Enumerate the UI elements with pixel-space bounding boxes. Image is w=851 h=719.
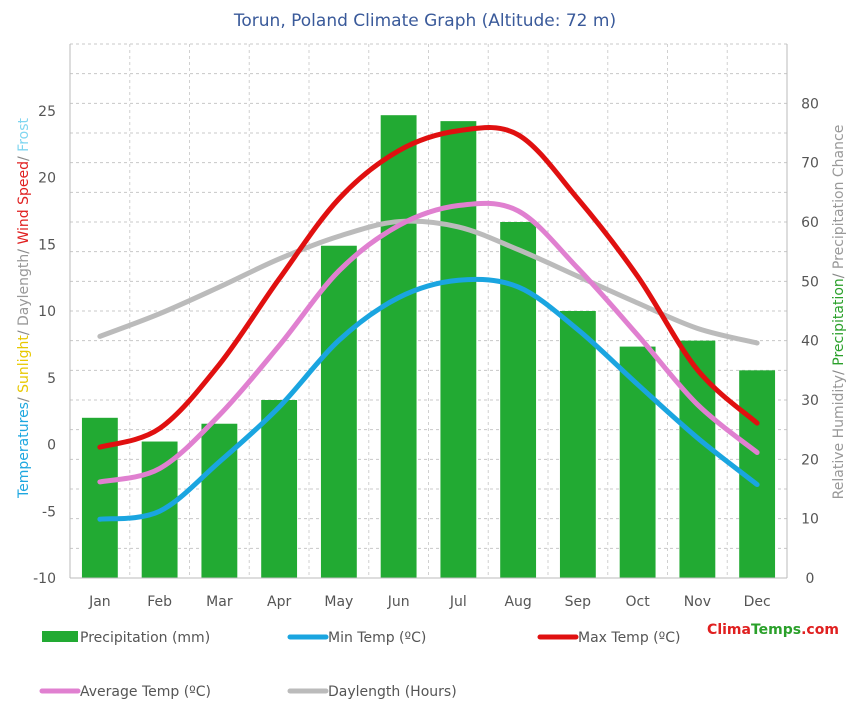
brand-part-clima: Clima	[707, 622, 751, 638]
max-temp-line	[97, 125, 760, 450]
legend-item: Max Temp (ºC)	[537, 630, 680, 646]
right-axis-title: Relative Humidity/ Precipitation/ Precip…	[831, 125, 847, 500]
x-tick-sep: Sep	[565, 594, 592, 610]
axis-title-part: Daylength	[16, 254, 32, 326]
legend-swatch	[42, 631, 78, 642]
left-tick-label: 20	[38, 171, 56, 187]
right-tick-label: 60	[801, 215, 819, 231]
series-lines	[97, 125, 760, 522]
right-tick-label: 10	[801, 512, 819, 528]
precipitation-bar-jul	[440, 121, 477, 578]
axis-title-part: /	[16, 245, 32, 254]
x-tick-mar: Mar	[206, 594, 233, 610]
right-axis-ticks: 0 10 20 30 40 50 60 70 80	[801, 96, 819, 587]
precipitation-bar-may	[320, 245, 357, 578]
x-tick-aug: Aug	[504, 594, 531, 610]
legend-label: Max Temp (ºC)	[578, 630, 680, 646]
brand-part-temps: Temps	[751, 622, 801, 638]
left-tick-label: 0	[47, 438, 56, 454]
left-tick-label: 15	[38, 237, 56, 253]
axis-title-part: Sunlight	[16, 335, 32, 393]
legend-item: Average Temp (ºC)	[39, 684, 211, 700]
right-tick-label: 80	[801, 96, 819, 112]
left-tick-label: 25	[38, 104, 56, 120]
right-tick-label: 0	[806, 571, 815, 587]
axis-title-part: /	[16, 152, 32, 161]
precipitation-bar-mar	[201, 423, 238, 578]
x-tick-jul: Jul	[449, 594, 467, 610]
axes	[69, 44, 788, 579]
axis-title-part: Precipitation	[831, 278, 847, 366]
legend-label: Min Temp (ºC)	[328, 630, 426, 646]
right-tick-label: 20	[801, 452, 819, 468]
right-tick-label: 70	[801, 156, 819, 172]
x-tick-nov: Nov	[684, 594, 711, 610]
left-tick-label: -5	[42, 504, 56, 520]
x-tick-feb: Feb	[147, 594, 172, 610]
axis-title-part: Relative Humidity	[831, 375, 847, 499]
precipitation-bar-aug	[500, 222, 537, 578]
left-tick-label: -10	[33, 571, 56, 587]
right-tick-label: 50	[801, 274, 819, 290]
x-tick-jun: Jun	[387, 594, 410, 610]
axis-title-part: /	[16, 393, 32, 402]
chart-title: Torun, Poland Climate Graph (Altitude: 7…	[233, 11, 616, 31]
x-tick-oct: Oct	[626, 594, 651, 610]
x-tick-apr: Apr	[267, 594, 291, 610]
x-tick-may: May	[324, 594, 353, 610]
legend-item: Min Temp (ºC)	[287, 630, 426, 646]
axis-title-part: Frost	[16, 118, 32, 152]
legend: Precipitation (mm) Min Temp (ºC) Max Temp …	[39, 630, 680, 700]
precipitation-bar-nov	[679, 340, 716, 578]
left-axis-title: Temperatures/ Sunlight/ Daylength/ Wind …	[16, 118, 32, 499]
precipitation-bar-jan	[81, 417, 118, 578]
right-tick-label: 30	[801, 393, 819, 409]
legend-label: Average Temp (ºC)	[80, 684, 211, 700]
axis-title-part: Precipitation Chance	[831, 125, 847, 269]
x-axis-ticks: Jan Feb Mar Apr May Jun Jul Aug Sep Oct Nov Dec	[88, 594, 771, 610]
right-tick-label: 40	[801, 334, 819, 350]
left-axis-ticks: -10 -5 0 5 10 15 20 25	[33, 104, 56, 587]
climatemps-logo[interactable]: ClimaTemps.com	[707, 622, 839, 638]
axis-title-part: /	[16, 326, 32, 335]
precipitation-bar-apr	[261, 400, 298, 578]
axis-title-part: /	[831, 366, 847, 375]
axis-title-part: Temperatures	[16, 402, 32, 499]
legend-label: Precipitation (mm)	[80, 630, 210, 646]
left-tick-label: 10	[38, 304, 56, 320]
precipitation-bar-sep	[559, 311, 596, 578]
axis-title-part: Wind Speed	[16, 161, 32, 245]
x-tick-jan: Jan	[88, 594, 111, 610]
legend-label: Daylength (Hours)	[328, 684, 457, 700]
legend-item: Precipitation (mm)	[42, 630, 210, 646]
precipitation-bar-jun	[380, 115, 417, 578]
brand-part-com: .com	[801, 622, 839, 638]
x-tick-dec: Dec	[744, 594, 771, 610]
average-temp-line	[97, 200, 760, 485]
left-tick-label: 5	[47, 371, 56, 387]
daylength-line	[97, 218, 760, 346]
legend-item: Daylength (Hours)	[287, 684, 457, 700]
precipitation-bars	[81, 115, 776, 578]
axis-title-part: /	[831, 269, 847, 278]
min-temp-line	[97, 276, 760, 522]
